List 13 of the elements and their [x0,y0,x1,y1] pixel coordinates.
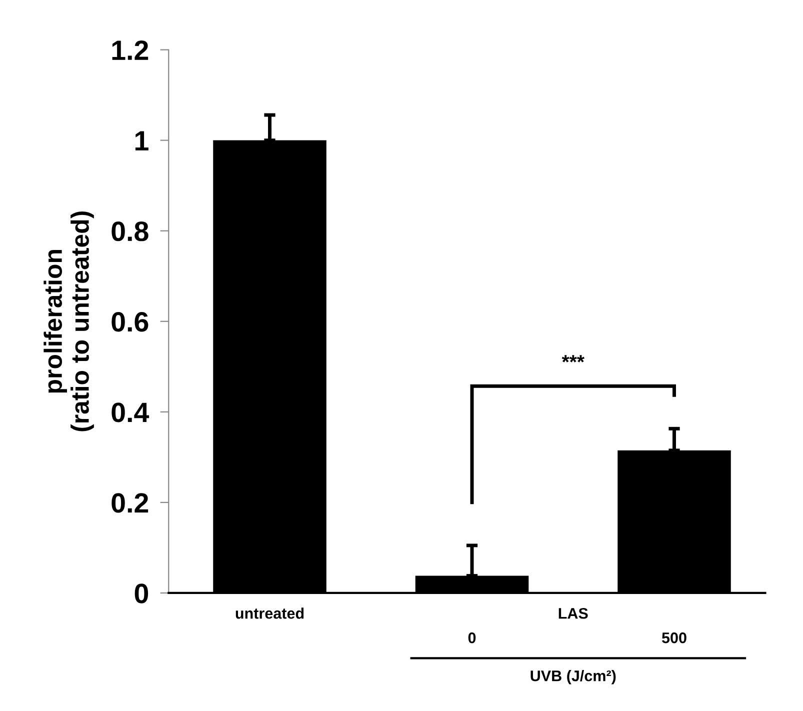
annotation: *** [562,355,584,362]
text: UVB (J/cm²) [530,670,616,684]
y-tick-label: 0.4 [112,402,150,422]
x-tick-label: untreated [236,608,304,619]
y-tick-label: 0.2 [112,493,148,513]
y-tick-label: 0.8 [112,222,148,242]
y-tick-label: 0.6 [112,312,148,332]
y-tick-label: 1.2 [112,40,148,60]
y-tick-label: 0 [134,584,148,604]
x-tick-label: 500 [662,632,686,644]
text: LAS [558,608,588,619]
y-tick-label: 1 [135,131,148,150]
y-axis-title: proliferation (ratio to untreated) [44,212,94,432]
